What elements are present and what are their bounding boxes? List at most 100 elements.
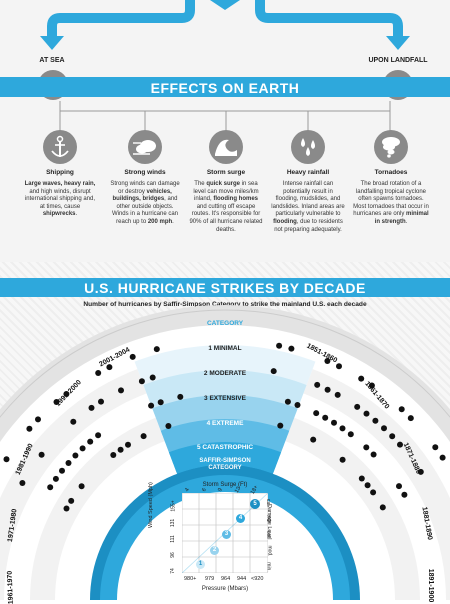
strike-dot <box>63 505 70 512</box>
effect-description: Intense rainfall can potentially result … <box>271 181 345 233</box>
damage-tick-extr: extr. <box>265 514 272 524</box>
strike-dot <box>153 346 160 353</box>
wind-cloud-icon <box>128 130 162 164</box>
wind-speed-label: Wind Speed (Mph) <box>148 482 154 528</box>
effect-description: Strong winds can damage or destroy vehic… <box>110 181 180 225</box>
strike-dot <box>140 433 147 440</box>
strike-dot <box>331 419 337 426</box>
strike-dot <box>358 375 365 382</box>
arrow-head-left <box>40 36 64 50</box>
effect-heavy-rainfall: Heavy rainfall Intense rainfall can pote… <box>271 130 345 234</box>
wave-icon <box>209 130 243 164</box>
category-label-3: 3 EXTENSIVE <box>204 395 246 402</box>
pressure-tick-944: 944 <box>237 576 247 582</box>
upon-landfall-label: UPON LANDFALL <box>368 57 428 64</box>
strike-dot <box>379 504 386 511</box>
damage-tick-ext: ext. <box>265 530 272 540</box>
strike-dot <box>3 456 10 463</box>
effect-description: The broad rotation of a landfalling trop… <box>353 181 429 225</box>
strike-dot <box>87 438 94 445</box>
effect-title: Strong winds <box>124 169 166 176</box>
scale-title: SAFFIR-SIMPSON CATEGORY <box>198 458 252 472</box>
strike-dot <box>358 475 365 482</box>
wind-tick-155: 155+ <box>170 500 177 512</box>
strike-dot <box>177 393 184 400</box>
strike-dot <box>313 410 320 417</box>
wind-tick-74: 74 <box>169 568 176 574</box>
pressure-tick-964: 964 <box>221 576 231 582</box>
strike-dot <box>401 491 408 498</box>
strike-dot <box>363 410 370 417</box>
strike-dot <box>432 444 439 451</box>
strike-dot <box>270 368 277 375</box>
effect-description: Large waves, heavy rain, and high winds,… <box>24 181 96 218</box>
effects-title: EFFECTS ON EARTH <box>150 80 300 96</box>
wind-tick-131: 131 <box>170 518 177 528</box>
strike-dot <box>125 441 131 448</box>
strike-dot <box>63 391 70 397</box>
strike-dot <box>95 370 102 376</box>
strike-dot <box>26 425 33 432</box>
strike-dot <box>389 433 396 440</box>
strike-dots <box>3 342 446 512</box>
strike-dot <box>398 406 405 413</box>
strike-dot <box>148 402 155 409</box>
strike-dot <box>372 417 379 424</box>
anchor-icon <box>43 130 77 164</box>
strike-dot <box>78 483 85 490</box>
damage-tick-cat: cat. <box>265 498 272 508</box>
strike-dot <box>165 423 172 429</box>
arrow-to-land <box>255 0 403 42</box>
strike-dot <box>65 460 72 466</box>
damage-tick-mod: mod. <box>266 545 273 557</box>
scale-point-5: 5 <box>250 499 260 509</box>
pressure-tick-920: <920 <box>251 576 264 582</box>
arrow-top-notch <box>210 0 240 10</box>
strike-dot <box>88 404 95 411</box>
raindrops-icon <box>291 130 325 164</box>
strike-dot <box>277 422 284 429</box>
flow-arrows <box>40 0 410 50</box>
strike-dot <box>363 444 370 451</box>
strike-dot <box>368 382 375 389</box>
effects-title-bar: EFFECTS ON EARTH <box>0 77 450 97</box>
strike-dot <box>397 441 403 448</box>
strike-dot <box>407 415 414 422</box>
wind-tick-96: 96 <box>169 552 176 558</box>
strike-dot <box>396 483 402 490</box>
tornado-icon <box>374 130 408 164</box>
strike-dot <box>59 467 65 474</box>
arrow-to-sea <box>47 0 195 42</box>
strike-dot <box>288 345 295 352</box>
effect-title: Heavy rainfall <box>286 169 330 176</box>
strikes-title-bar: U.S. HURRICANE STRIKES BY DECADE <box>0 278 450 297</box>
scale-title-line1: SAFFIR-SIMPSON <box>199 458 251 464</box>
strike-dot <box>35 416 41 423</box>
strike-dot <box>72 452 79 459</box>
strike-dot <box>370 451 377 458</box>
effect-storm-surge: Storm surge The quick surge in sea level… <box>189 130 263 234</box>
category-label-2: 2 MODERATE <box>203 370 247 377</box>
scale-point-3: 3 <box>222 530 231 539</box>
at-sea-label: AT SEA <box>39 57 65 64</box>
strike-dot <box>339 456 346 463</box>
strike-dot <box>98 398 104 405</box>
strike-dot <box>129 353 136 360</box>
strikes-title: U.S. HURRICANE STRIKES BY DECADE <box>84 280 366 296</box>
strike-dot <box>354 403 361 410</box>
strike-dot <box>310 436 317 443</box>
strike-dot <box>117 446 124 453</box>
strike-dot <box>53 399 60 405</box>
pressure-label: Pressure (Mbars) <box>201 586 249 592</box>
scale-point-2: 2 <box>210 546 219 555</box>
storm-surge-label: Storm Surge (Ft) <box>202 482 248 488</box>
strike-dot <box>70 418 77 425</box>
strike-dot <box>314 381 321 388</box>
effect-strong-winds: Strong winds Strong winds can damage or … <box>108 130 182 227</box>
category-label-1: 1 MINIMAL <box>208 345 242 352</box>
effect-title: Tornadoes <box>374 169 408 176</box>
pressure-tick-980: 980+ <box>184 576 197 582</box>
strike-dot <box>106 364 113 371</box>
category-label-4: 4 EXTREME <box>206 420 244 427</box>
strike-dot <box>322 414 329 421</box>
